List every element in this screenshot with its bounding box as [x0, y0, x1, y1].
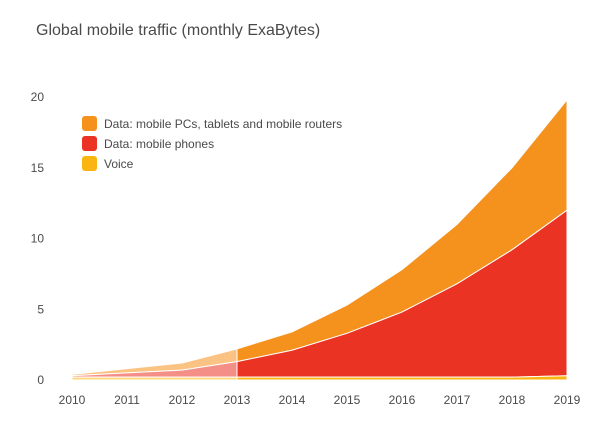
legend-swatch: [82, 136, 97, 151]
y-tick-label: 10: [31, 232, 45, 246]
y-tick-label: 20: [31, 90, 45, 104]
x-tick-label: 2013: [224, 393, 251, 407]
x-tick-label: 2017: [444, 393, 471, 407]
x-tick-label: 2016: [389, 393, 416, 407]
x-tick-label: 2015: [334, 393, 361, 407]
area-voice: [236, 375, 568, 381]
y-tick-label: 5: [37, 302, 44, 316]
chart-title: Global mobile traffic (monthly ExaBytes): [36, 22, 321, 39]
x-tick-label: 2019: [554, 393, 581, 407]
y-tick-label: 0: [37, 373, 44, 387]
x-tick-label: 2010: [59, 393, 86, 407]
x-tick-label: 2014: [279, 393, 306, 407]
x-tick-label: 2012: [169, 393, 196, 407]
x-tick-label: 2011: [114, 393, 140, 407]
legend-label: Voice: [104, 157, 134, 171]
legend-swatch: [82, 156, 97, 171]
area-historical-voice: [71, 376, 238, 381]
legend-label: Data: mobile PCs, tablets and mobile rou…: [104, 117, 342, 131]
y-tick-label: 15: [31, 161, 45, 175]
x-tick-label: 2018: [499, 393, 526, 407]
legend-label: Data: mobile phones: [104, 137, 214, 151]
legend-swatch: [82, 116, 97, 131]
